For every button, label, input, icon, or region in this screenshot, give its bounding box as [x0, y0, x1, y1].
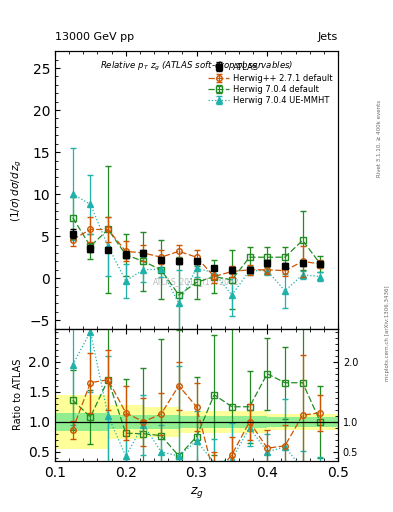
- Text: Rivet 3.1.10, ≥ 400k events: Rivet 3.1.10, ≥ 400k events: [377, 100, 382, 177]
- Text: ATLAS_2019_I1772062: ATLAS_2019_I1772062: [153, 277, 240, 286]
- Legend: ATLAS, Herwig++ 2.7.1 default, Herwig 7.0.4 default, Herwig 7.0.4 UE-MMHT: ATLAS, Herwig++ 2.7.1 default, Herwig 7.…: [207, 61, 334, 106]
- Y-axis label: Ratio to ATLAS: Ratio to ATLAS: [13, 359, 23, 431]
- Text: 13000 GeV pp: 13000 GeV pp: [55, 32, 134, 42]
- Text: Relative $p_T$ $z_g$ (ATLAS soft-drop observables): Relative $p_T$ $z_g$ (ATLAS soft-drop ob…: [100, 59, 293, 73]
- Text: Jets: Jets: [318, 32, 338, 42]
- Y-axis label: $(1/\sigma)\,d\sigma/d\,z_g$: $(1/\sigma)\,d\sigma/d\,z_g$: [10, 158, 24, 222]
- Text: mcplots.cern.ch [arXiv:1306.3436]: mcplots.cern.ch [arXiv:1306.3436]: [385, 285, 389, 380]
- X-axis label: $z_g$: $z_g$: [189, 485, 204, 500]
